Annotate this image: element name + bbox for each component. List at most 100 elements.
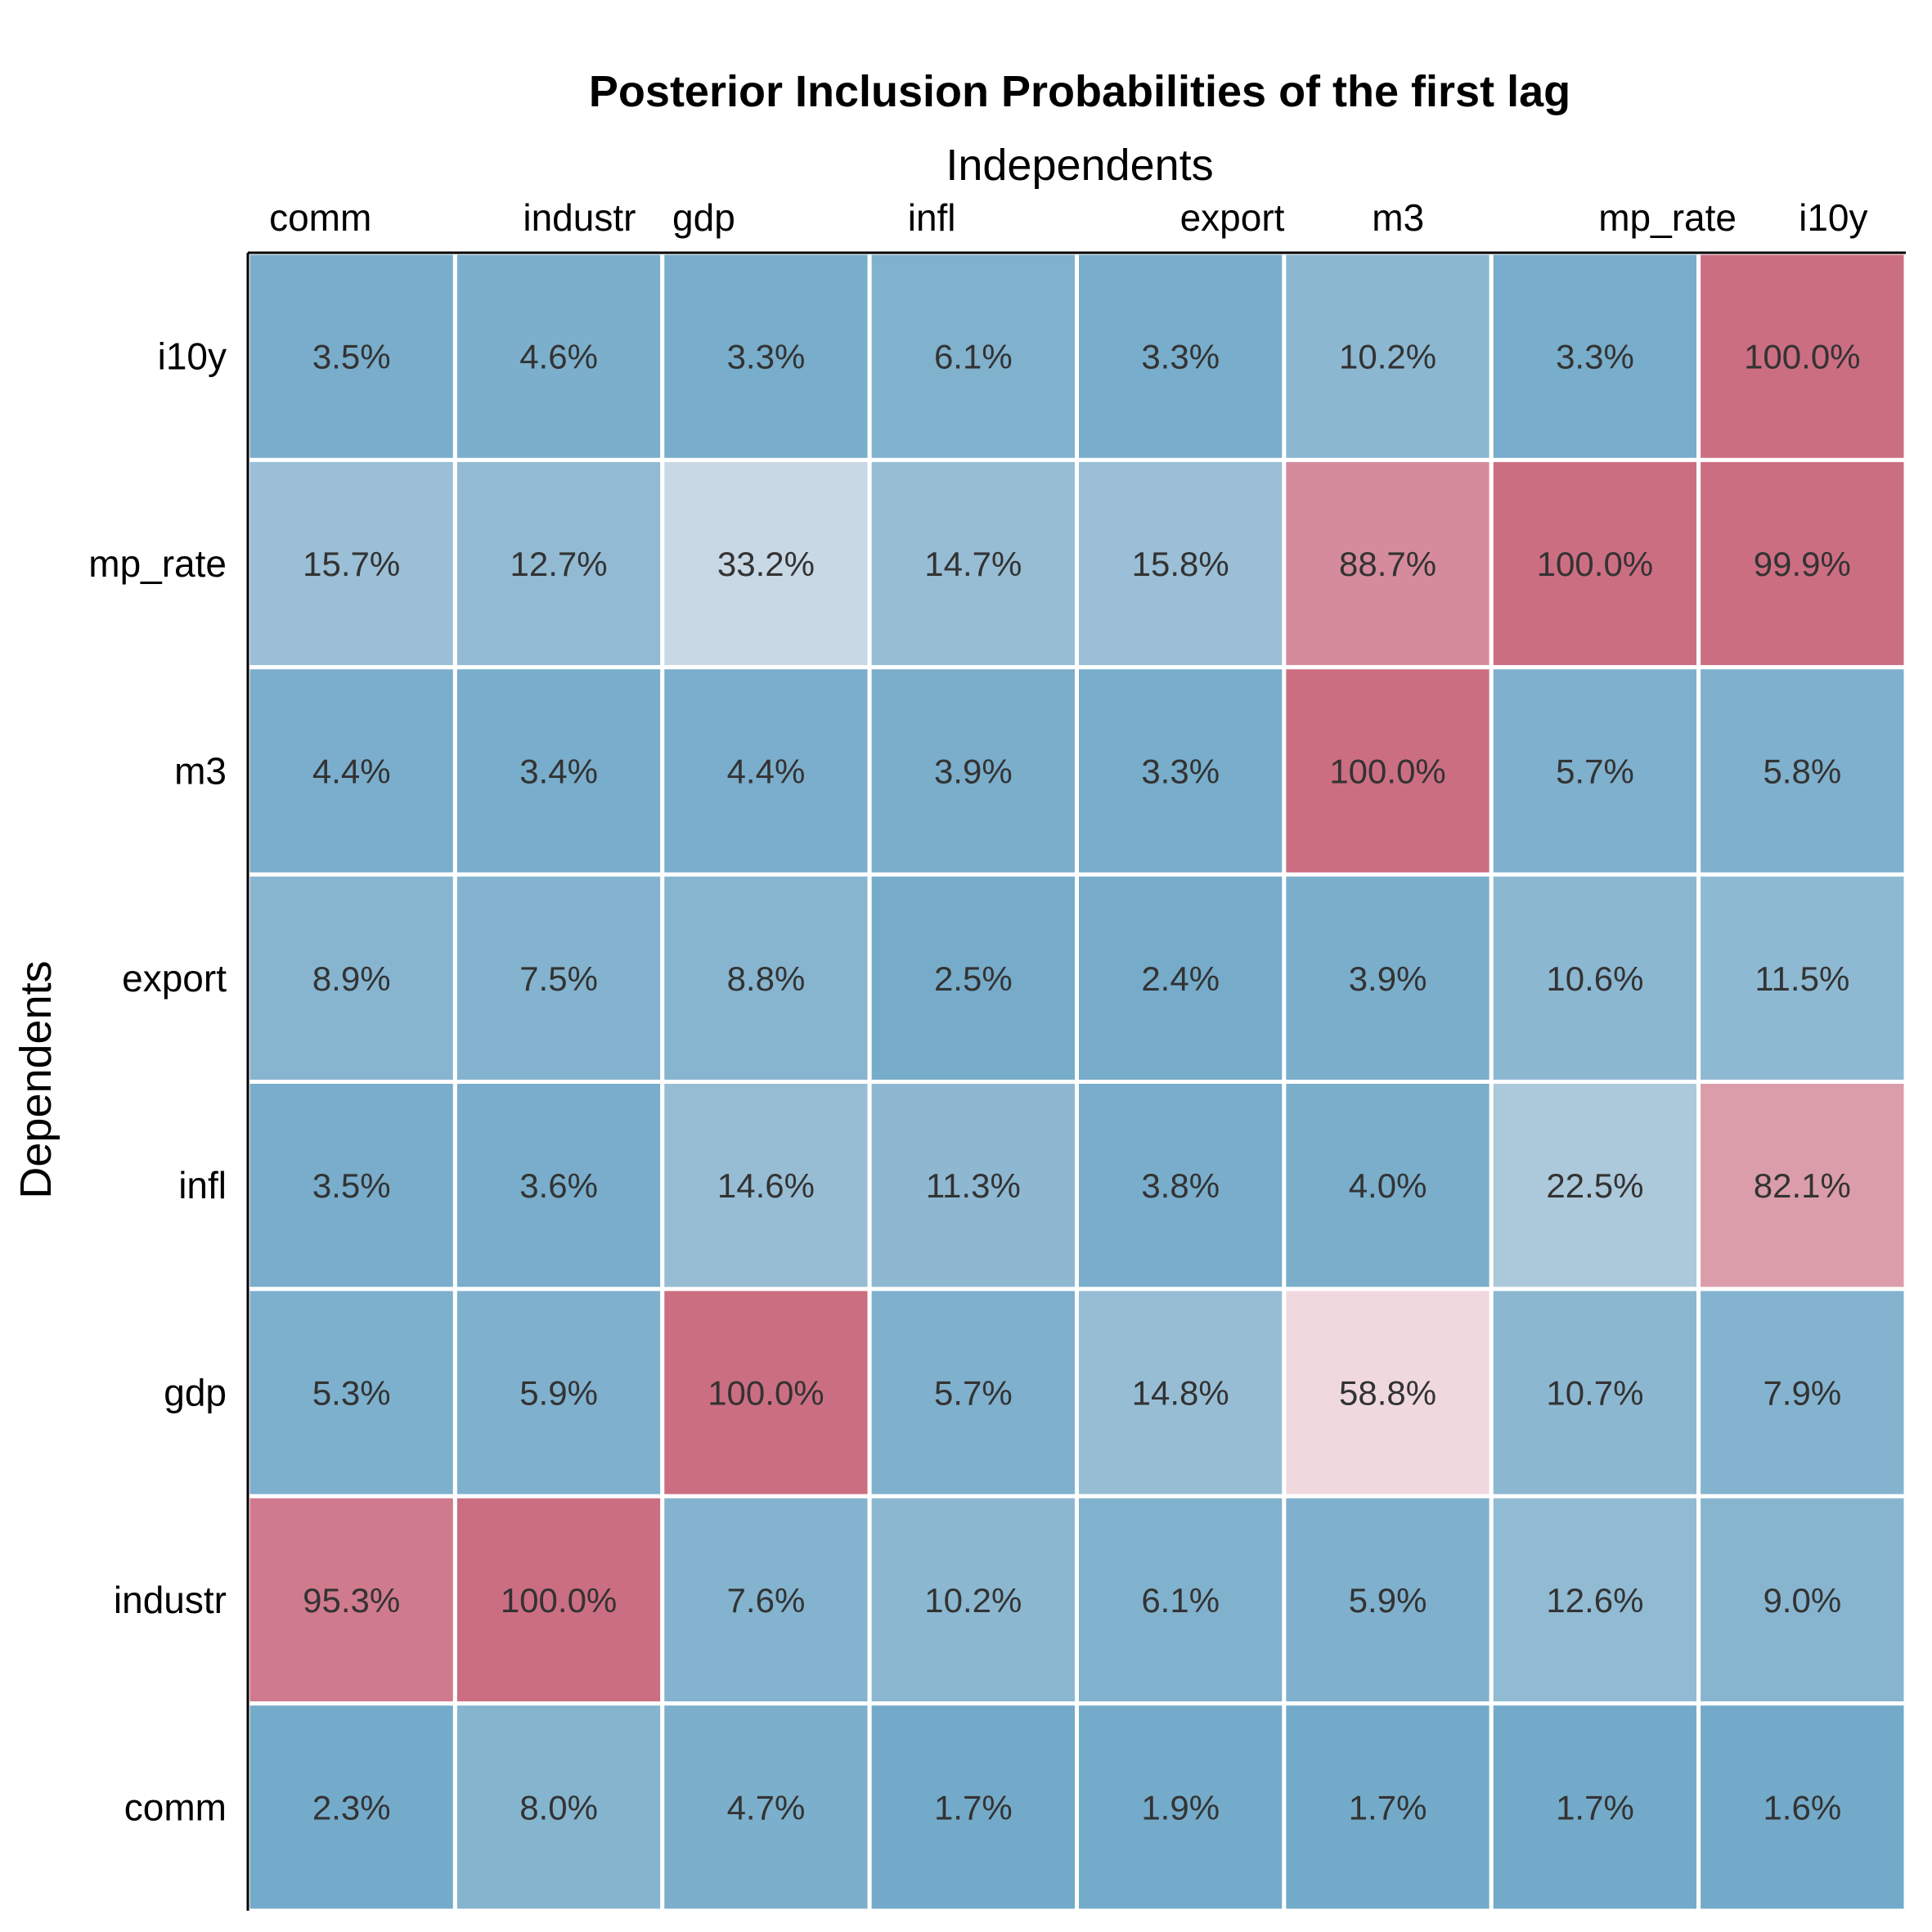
cell-value-label: 3.8% bbox=[1141, 1166, 1220, 1205]
heatmap-cell bbox=[867, 457, 1079, 670]
heatmap-cell bbox=[1489, 1080, 1701, 1292]
cell-value-label: 8.0% bbox=[519, 1788, 598, 1826]
heatmap-cell bbox=[452, 1287, 665, 1498]
x-axis-title: Independents bbox=[946, 141, 1213, 190]
heatmap-cell bbox=[452, 1494, 665, 1706]
cell-value-label: 1.7% bbox=[934, 1788, 1013, 1826]
heatmap-cell bbox=[1075, 1494, 1287, 1706]
heatmap-cell bbox=[660, 1494, 872, 1706]
cell-value-label: 3.3% bbox=[1556, 338, 1634, 376]
cell-value-label: 5.8% bbox=[1763, 752, 1841, 790]
cell-value-label: 9.0% bbox=[1763, 1581, 1841, 1620]
cell-value-label: 1.6% bbox=[1763, 1788, 1841, 1826]
y-tick-label: infl bbox=[178, 1164, 227, 1206]
cell-value-label: 3.9% bbox=[934, 752, 1013, 790]
cell-value-label: 82.1% bbox=[1754, 1166, 1851, 1205]
cell-value-label: 58.8% bbox=[1339, 1374, 1436, 1413]
y-tick-label: mp_rate bbox=[88, 542, 227, 585]
cell-value-label: 7.9% bbox=[1763, 1374, 1841, 1413]
cell-value-label: 11.3% bbox=[926, 1166, 1021, 1205]
cell-value-label: 4.6% bbox=[519, 338, 598, 376]
heatmap-cell bbox=[1282, 1701, 1494, 1913]
heatmap-cell bbox=[1696, 250, 1908, 462]
cell-value-label: 4.4% bbox=[727, 752, 806, 790]
y-tick-label: m3 bbox=[174, 749, 227, 792]
cell-value-label: 95.3% bbox=[303, 1581, 400, 1620]
cell-value-label: 4.4% bbox=[312, 752, 391, 790]
heatmap-cell bbox=[660, 1701, 872, 1913]
heatmap-cell bbox=[452, 457, 665, 670]
x-tick-label: m3 bbox=[1372, 196, 1424, 239]
cell-value-label: 10.2% bbox=[1339, 338, 1436, 376]
x-tick-label: comm bbox=[269, 196, 371, 239]
x-tick-label: infl bbox=[908, 196, 956, 239]
heatmap-cell bbox=[660, 1287, 872, 1498]
cell-value-label: 3.5% bbox=[312, 1166, 391, 1205]
heatmap-cell bbox=[1696, 1080, 1908, 1292]
cell-value-label: 14.7% bbox=[924, 545, 1022, 583]
cell-value-label: 100.0% bbox=[708, 1374, 824, 1413]
cell-value-label: 3.3% bbox=[727, 338, 806, 376]
x-tick-label: export bbox=[1180, 196, 1285, 239]
x-axis-tick-labels: comm industr gdp infl export m3 mp_rate i10y bbox=[269, 196, 1867, 239]
y-axis-title: Dependents bbox=[11, 960, 61, 1198]
heatmap-cell bbox=[1696, 1701, 1908, 1913]
cell-value-label: 3.6% bbox=[519, 1166, 598, 1205]
cell-value-label: 1.7% bbox=[1556, 1788, 1634, 1826]
x-tick-label: i10y bbox=[1799, 196, 1867, 239]
cell-value-label: 5.7% bbox=[1556, 752, 1634, 790]
heatmap-cell bbox=[867, 872, 1079, 1084]
heatmap-cell bbox=[867, 1080, 1079, 1292]
cell-value-label: 10.6% bbox=[1546, 959, 1643, 998]
heatmap-cell bbox=[1075, 1701, 1287, 1913]
cell-value-label: 2.4% bbox=[1141, 959, 1220, 998]
cell-value-label: 2.5% bbox=[934, 959, 1013, 998]
cell-value-label: 8.9% bbox=[312, 959, 391, 998]
heatmap-cell bbox=[245, 250, 457, 462]
heatmap-cell bbox=[1075, 1080, 1287, 1292]
heatmap-cell bbox=[1696, 1287, 1908, 1498]
cell-value-label: 33.2% bbox=[717, 545, 815, 583]
cell-value-label: 10.2% bbox=[924, 1581, 1022, 1620]
y-tick-label: comm bbox=[124, 1786, 227, 1828]
cell-value-label: 14.6% bbox=[717, 1166, 815, 1205]
cell-value-label: 100.0% bbox=[501, 1581, 617, 1620]
x-tick-label: gdp bbox=[672, 196, 735, 239]
heatmap-cell bbox=[1282, 457, 1494, 670]
y-tick-label: i10y bbox=[158, 335, 227, 378]
heatmap-cell bbox=[1282, 665, 1494, 877]
x-tick-label: industr bbox=[523, 196, 636, 239]
heatmap-cell bbox=[452, 250, 665, 462]
cell-value-label: 1.9% bbox=[1141, 1788, 1220, 1826]
heatmap-cell bbox=[867, 1701, 1079, 1913]
y-tick-label: export bbox=[122, 957, 227, 1000]
cell-value-label: 3.9% bbox=[1349, 959, 1427, 998]
cell-value-label: 100.0% bbox=[1329, 752, 1445, 790]
heatmap-cell bbox=[452, 665, 665, 877]
cell-value-label: 4.7% bbox=[727, 1788, 806, 1826]
cell-value-label: 12.6% bbox=[1546, 1581, 1643, 1620]
cell-value-label: 8.8% bbox=[727, 959, 806, 998]
cell-value-label: 4.0% bbox=[1349, 1166, 1427, 1205]
cell-value-label: 99.9% bbox=[1754, 545, 1851, 583]
x-tick-label: mp_rate bbox=[1598, 196, 1737, 239]
heatmap-cells: 3.5% 4.6% 3.3% 6.1% 3.3% 10.2% 3.3% 100.0% 15.7%… bbox=[245, 250, 1908, 1913]
cell-value-label: 5.9% bbox=[1349, 1581, 1427, 1620]
cell-value-label: 7.6% bbox=[727, 1581, 806, 1620]
chart-title: Posterior Inclusion Probabilities of the… bbox=[589, 67, 1570, 116]
heatmap-cell bbox=[245, 1494, 457, 1706]
heatmap-cell bbox=[1075, 1287, 1287, 1498]
cell-value-label: 7.5% bbox=[519, 959, 598, 998]
y-tick-label: industr bbox=[114, 1579, 227, 1621]
heatmap-cell bbox=[1075, 665, 1287, 877]
heatmap-cell bbox=[1282, 1494, 1494, 1706]
heatmap-cell bbox=[660, 872, 872, 1084]
heatmap-cell bbox=[1489, 1494, 1701, 1706]
cell-value-label: 5.7% bbox=[934, 1374, 1013, 1413]
heatmap-cell bbox=[1282, 250, 1494, 462]
cell-value-label: 100.0% bbox=[1537, 545, 1653, 583]
cell-value-label: 3.5% bbox=[312, 338, 391, 376]
heatmap-cell bbox=[1282, 1287, 1494, 1498]
heatmap-cell bbox=[1696, 1494, 1908, 1706]
y-tick-label: gdp bbox=[164, 1372, 227, 1414]
